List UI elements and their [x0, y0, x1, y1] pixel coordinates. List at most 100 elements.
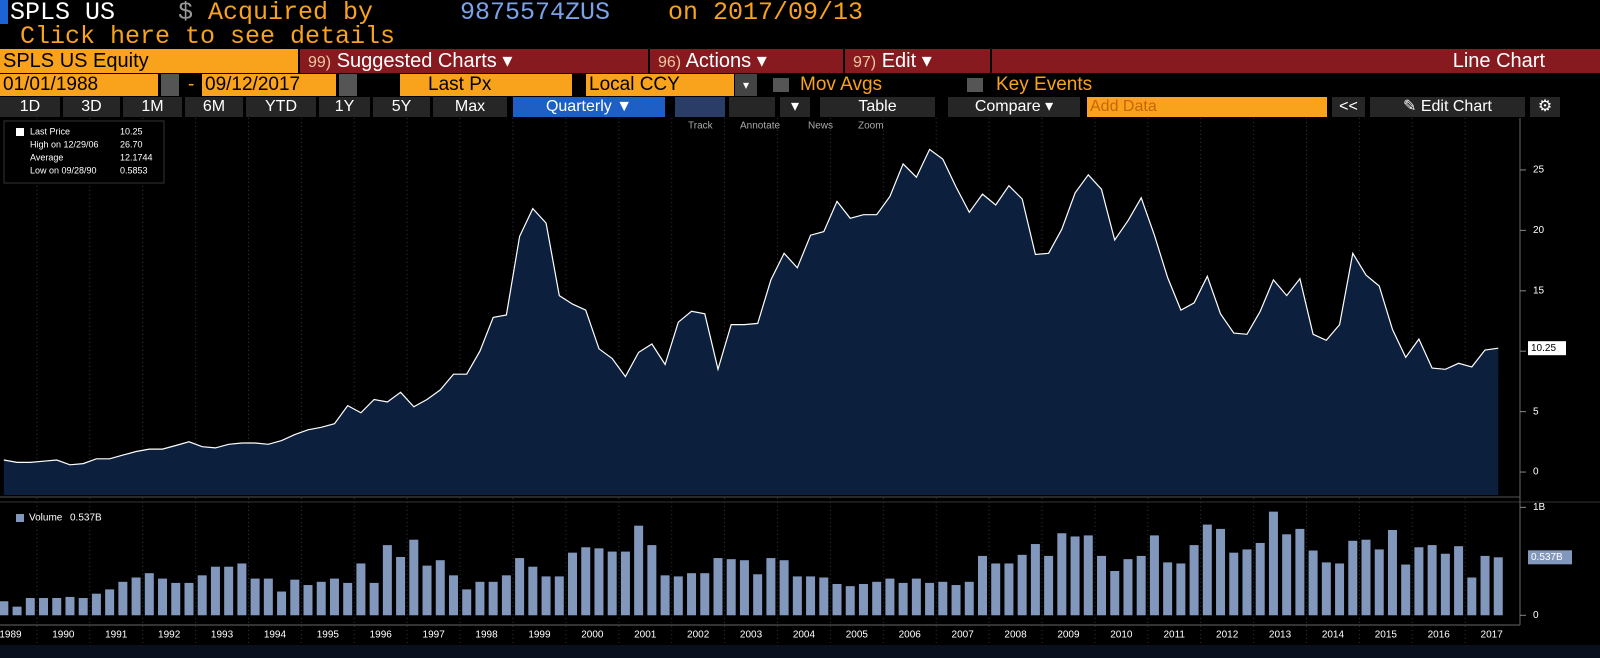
period-button[interactable]: 5Y: [373, 97, 430, 117]
volume-bar: [700, 573, 710, 616]
y-tick-label: 1B: [1533, 502, 1546, 513]
end-date[interactable]: 09/12/2017: [202, 74, 336, 96]
volume-bar: [237, 563, 247, 616]
calendar-icon[interactable]: [339, 74, 357, 96]
volume-bar: [184, 582, 194, 616]
details-link[interactable]: Click here to see details: [20, 22, 396, 51]
menu-edit[interactable]: 97) Edit ▾: [845, 49, 990, 73]
x-tick-label: 2010: [1110, 630, 1133, 641]
x-tick-label: 2011: [1163, 630, 1185, 641]
volume-bar: [753, 574, 763, 616]
volume-bar: [1163, 562, 1173, 616]
volume-bar: [1030, 544, 1040, 616]
period-button[interactable]: 6M: [185, 97, 243, 117]
x-tick-label: 2007: [952, 630, 975, 641]
menu-label: Actions: [685, 50, 752, 72]
menu-label: Edit: [881, 50, 917, 72]
calendar-icon[interactable]: [161, 74, 179, 96]
x-tick-label: 1989: [0, 630, 22, 641]
date-separator: -: [188, 74, 195, 95]
tool: Track: [688, 121, 714, 132]
view-type: Line Chart: [992, 49, 1600, 73]
x-tick-label: 2009: [1057, 630, 1080, 641]
line-icon[interactable]: [675, 97, 725, 117]
menu-actions[interactable]: 96) Actions ▾: [650, 49, 843, 73]
period-button[interactable]: YTD: [246, 97, 316, 117]
bar-icon[interactable]: [729, 97, 775, 117]
add-data[interactable]: Add Data: [1087, 97, 1327, 117]
ticker: SPLS US: [10, 0, 116, 27]
legend-label: Last Price: [30, 126, 70, 136]
volume-bar: [1454, 546, 1464, 616]
volume-bar: [78, 598, 88, 616]
period-button[interactable]: 1Y: [319, 97, 370, 117]
x-tick-label: 1998: [475, 630, 498, 641]
volume-bar: [1480, 555, 1490, 616]
volume-bar: [779, 560, 789, 616]
volume-bar: [329, 578, 339, 616]
collapse-button[interactable]: <<: [1332, 97, 1365, 117]
x-tick-label: 2013: [1269, 630, 1292, 641]
compare-button[interactable]: Compare ▾: [948, 97, 1080, 117]
security[interactable]: SPLS US Equity: [0, 49, 298, 73]
option: Mov Avgs: [800, 74, 883, 95]
volume-bar: [448, 575, 458, 616]
volume-bar: [1493, 557, 1503, 616]
start-date[interactable]: 01/01/1988: [0, 74, 158, 96]
x-tick-label: 2017: [1481, 630, 1504, 641]
volume-bar: [1044, 555, 1054, 616]
legend-value: 0.537B: [70, 513, 102, 524]
last-value-label: 10.25: [1531, 343, 1556, 354]
y-tick-label: 0: [1533, 467, 1539, 478]
volume-bar: [1070, 536, 1080, 616]
frequency-label: Quarterly: [545, 98, 612, 115]
volume-bar: [964, 581, 974, 616]
dropdown[interactable]: ▾: [780, 97, 810, 117]
volume-bar: [1427, 545, 1437, 616]
x-tick-label: 2000: [581, 630, 604, 641]
volume-bar: [607, 551, 617, 616]
volume-bar: [1335, 563, 1345, 616]
volume-bar: [343, 582, 353, 616]
settings[interactable]: ⚙: [1530, 97, 1560, 117]
volume-bar: [277, 591, 287, 616]
volume-bar: [554, 576, 564, 616]
period-button[interactable]: 1D: [0, 97, 60, 117]
volume-bar: [316, 581, 326, 616]
volume-bar: [1149, 535, 1159, 616]
volume-bar: [303, 585, 313, 616]
volume-bar: [290, 579, 300, 616]
table-button[interactable]: Table: [820, 97, 935, 117]
volume-bar: [938, 581, 948, 616]
dropdown[interactable]: ▾: [735, 74, 757, 96]
period-button[interactable]: 1M: [123, 97, 182, 117]
volume-bar: [105, 589, 115, 616]
menu-suggested[interactable]: 99) Suggested Charts ▾: [300, 49, 648, 73]
volume-bar: [131, 577, 141, 616]
volume-bar: [1136, 555, 1146, 616]
period-button[interactable]: 3D: [63, 97, 120, 117]
bottom-bar: [0, 645, 1600, 658]
edit-chart[interactable]: ✎ Edit Chart: [1370, 97, 1525, 117]
menu-num: 96): [658, 54, 682, 71]
frequency[interactable]: Quarterly ▼: [513, 97, 665, 117]
volume-bar: [766, 558, 776, 616]
tool: Zoom: [858, 121, 884, 132]
field[interactable]: Last Px: [400, 74, 572, 96]
volume-bar: [515, 558, 525, 616]
volume-bar: [528, 566, 538, 616]
volume-bar: [250, 578, 260, 616]
option: Key Events: [996, 74, 1093, 95]
volume-bar: [1004, 563, 1014, 616]
y-tick-label: 15: [1533, 285, 1545, 296]
volume-bar: [435, 560, 445, 616]
checkbox[interactable]: [773, 78, 789, 92]
x-tick-label: 2012: [1216, 630, 1239, 641]
checkbox[interactable]: [967, 78, 983, 92]
currency-mode[interactable]: Local CCY: [586, 74, 734, 96]
volume-bar: [872, 581, 882, 616]
volume-bar: [1348, 540, 1358, 616]
volume-bar: [1387, 529, 1397, 616]
period-button[interactable]: Max: [433, 97, 507, 117]
volume-bar: [1268, 511, 1278, 616]
